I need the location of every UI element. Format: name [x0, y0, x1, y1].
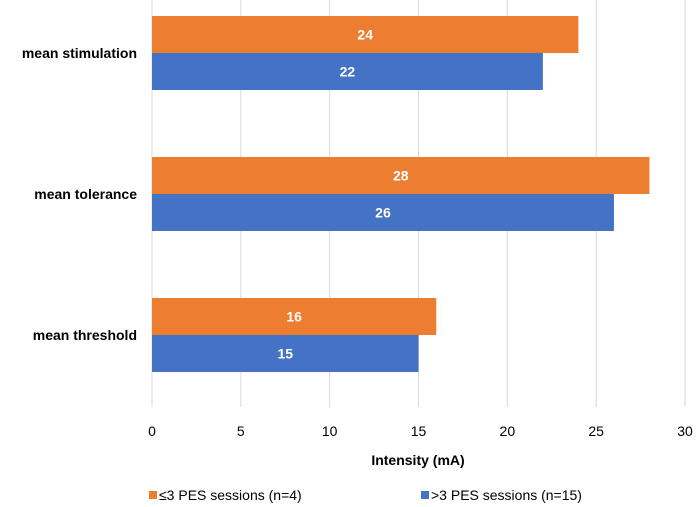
bar-0-0: [152, 16, 579, 53]
legend-label-0: ≤3 PES sessions (n=4): [159, 487, 302, 503]
bar-2-1: [152, 335, 419, 372]
x-tick-label-10: 10: [322, 423, 338, 439]
legend-swatch-1: [421, 491, 429, 499]
bar-0-1: [152, 53, 543, 90]
data-label-1-1: 26: [375, 205, 391, 221]
data-label-2-1: 15: [277, 346, 293, 362]
x-tick-label-5: 5: [237, 423, 245, 439]
x-tick-label-30: 30: [677, 423, 693, 439]
category-label-2: mean threshold: [33, 327, 137, 343]
x-tick-label-20: 20: [500, 423, 516, 439]
legend-swatch-0: [149, 491, 157, 499]
legend-label-1: >3 PES sessions (n=15): [431, 487, 582, 503]
category-label-1: mean tolerance: [34, 186, 137, 202]
data-label-0-0: 24: [357, 27, 373, 43]
bar-1-1: [152, 194, 614, 231]
x-axis-title: Intensity (mA): [371, 452, 464, 468]
data-label-1-0: 28: [393, 168, 409, 184]
legend: ≤3 PES sessions (n=4) >3 PES sessions (n=…: [149, 487, 582, 503]
bars: [152, 16, 650, 372]
x-tick-label-0: 0: [148, 423, 156, 439]
x-tick-label-25: 25: [588, 423, 604, 439]
data-label-0-1: 22: [340, 64, 356, 80]
labels: 0 5 10 15 20 25 30 mean stimulation 24 22 mean tol…: [22, 27, 693, 440]
data-label-2-0: 16: [286, 309, 302, 325]
bar-2-0: [152, 298, 437, 335]
x-tick-label-15: 15: [411, 423, 427, 439]
category-label-0: mean stimulation: [22, 45, 137, 61]
bar-1-0: [152, 157, 650, 194]
